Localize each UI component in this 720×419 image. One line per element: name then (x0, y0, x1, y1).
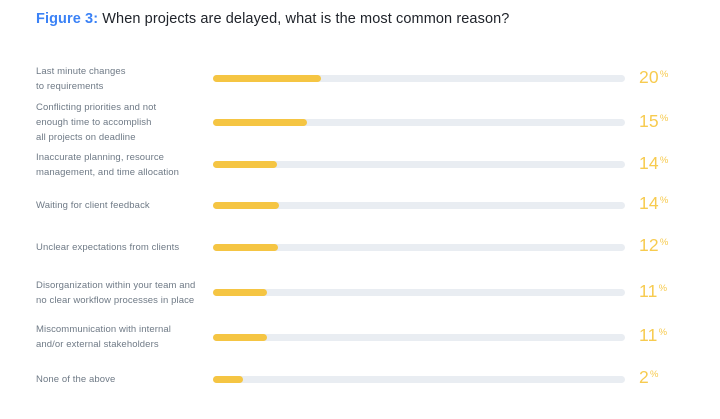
percent-sign: % (659, 112, 669, 124)
bar-row-label: Last minute changes to requirements (36, 65, 126, 92)
bar-track (213, 161, 625, 168)
bar-chart: Last minute changes to requirements 20% … (36, 56, 720, 400)
bar-percent: 12% (639, 236, 669, 258)
bar-row: Waiting for client feedback 14% (36, 185, 720, 225)
bar-percent-value: 11 (639, 325, 658, 345)
bar-track (213, 289, 625, 296)
bar-row-label: Miscommunication with internal and/or ex… (36, 324, 171, 350)
bar-row-label: Conflicting priorities and not enough ti… (36, 102, 157, 143)
figure-title-prefix: Figure 3: (36, 11, 99, 27)
bar-fill (213, 289, 267, 296)
bar-row-label: Waiting for client feedback (36, 199, 150, 211)
bar-percent: 11% (639, 326, 667, 348)
percent-sign: % (649, 369, 659, 380)
bar-percent-value: 14 (639, 193, 659, 213)
bar-percent: 20% (639, 68, 669, 90)
bar-percent: 14% (639, 154, 669, 176)
bar-percent-value: 14 (639, 152, 659, 173)
bar-fill (213, 201, 279, 209)
bar-track (213, 243, 625, 251)
bar-row: None of the above 2% (36, 358, 720, 400)
bar-percent: 2% (639, 368, 659, 390)
bar-fill (213, 119, 307, 126)
bar-percent-value: 15 (639, 110, 659, 131)
bar-percent: 14% (639, 194, 669, 216)
figure-title-question: When projects are delayed, what is the m… (98, 11, 510, 27)
figure-title: Figure 3: When projects are delayed, wha… (36, 12, 720, 27)
bar-row-label: Disorganization within your team and no … (36, 279, 196, 306)
bar-track (213, 75, 625, 82)
bar-row-label: Unclear expectations from clients (36, 241, 180, 253)
bar-percent-value: 11 (639, 280, 658, 301)
bar-percent-value: 2 (639, 367, 649, 387)
bar-track (213, 119, 625, 126)
bar-row: Unclear expectations from clients 12% (36, 225, 720, 269)
bar-fill (213, 375, 244, 383)
bar-row: Last minute changes to requirements 20% (36, 56, 720, 101)
bar-fill (213, 243, 279, 251)
bar-percent-value: 20 (639, 66, 659, 87)
bar-track (213, 375, 625, 383)
bar-percent: 11% (639, 282, 667, 304)
percent-sign: % (659, 195, 669, 206)
bar-percent-value: 12 (639, 235, 659, 255)
bar-percent: 15% (639, 112, 669, 134)
bar-fill (213, 333, 267, 341)
bar-row-label: None of the above (36, 373, 116, 385)
percent-sign: % (659, 68, 669, 80)
bar-row: Disorganization within your team and no … (36, 269, 720, 316)
bar-row-label: Inaccurate planning, resource management… (36, 151, 180, 178)
bar-row: Miscommunication with internal and/or ex… (36, 316, 720, 358)
bar-row: Conflicting priorities and not enough ti… (36, 101, 720, 144)
bar-fill (213, 75, 321, 82)
percent-sign: % (658, 327, 668, 338)
bar-row: Inaccurate planning, resource management… (36, 144, 720, 185)
percent-sign: % (658, 282, 668, 294)
bar-track (213, 333, 625, 341)
bar-track (213, 201, 625, 209)
percent-sign: % (659, 154, 669, 166)
percent-sign: % (659, 237, 669, 248)
bar-fill (213, 161, 278, 168)
